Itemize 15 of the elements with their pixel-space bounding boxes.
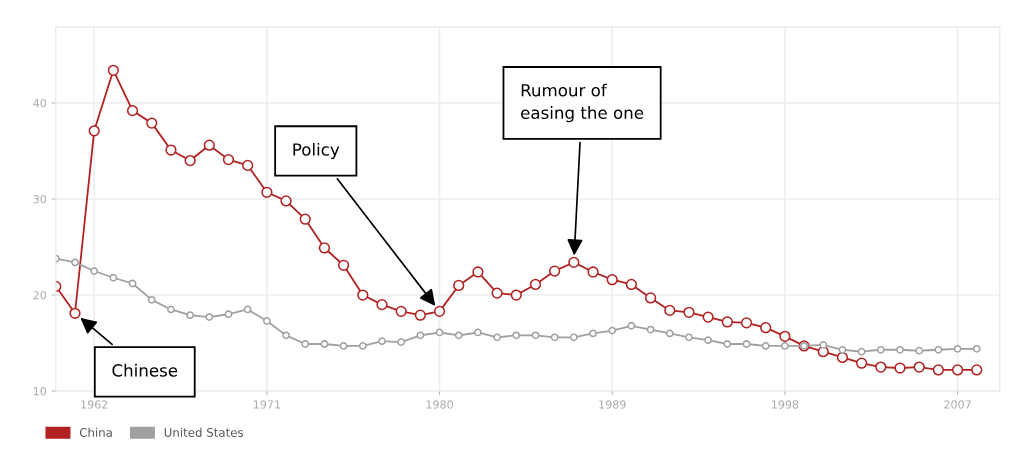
x-tick-label: 1998 — [771, 400, 799, 409]
legend-label: United States — [164, 427, 244, 437]
annotation: Rumour of easing the one — [521, 83, 644, 123]
y-tick-label: 40 — [33, 98, 47, 108]
annotation: Policy — [293, 142, 340, 160]
legend-label: China — [79, 427, 112, 437]
x-tick-label: 1980 — [426, 400, 453, 409]
y-tick-label: 10 — [33, 387, 47, 396]
x-tick-label: 1989 — [599, 400, 626, 409]
annotation: Chinese — [112, 363, 178, 377]
x-tick-label: 1971 — [253, 400, 280, 409]
x-tick-label: 2007 — [944, 400, 971, 409]
y-tick-label: 30 — [33, 194, 47, 204]
x-tick-label: 1962 — [81, 400, 108, 409]
y-tick-label: 20 — [33, 291, 47, 300]
